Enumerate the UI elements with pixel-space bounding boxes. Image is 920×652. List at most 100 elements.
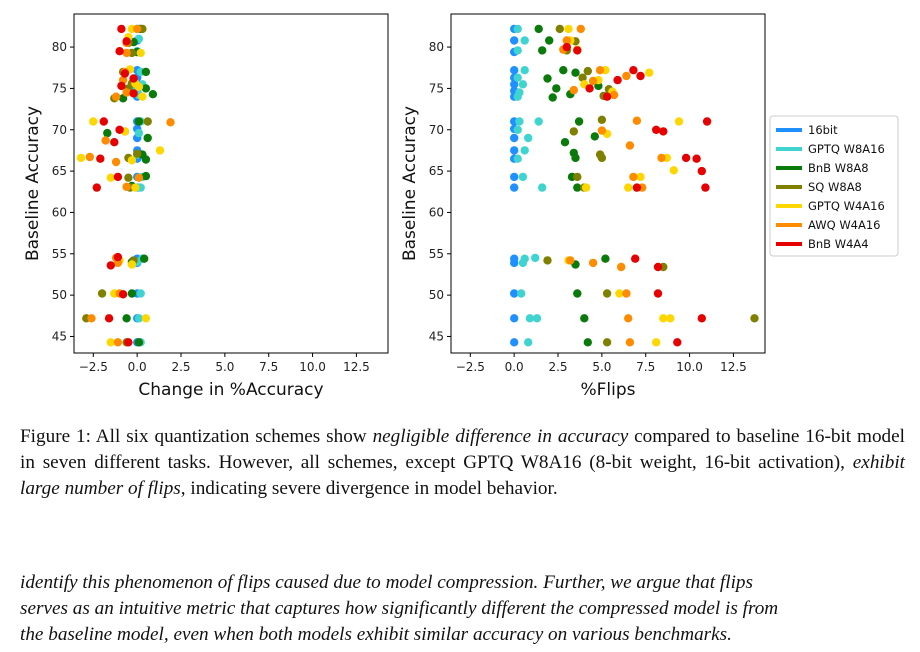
legend-label: AWQ W4A16 bbox=[808, 218, 881, 232]
data-point bbox=[510, 258, 519, 268]
data-point bbox=[122, 88, 131, 97]
y-tick-label: 55 bbox=[52, 247, 67, 261]
caption-emphasis-1: negligible difference in accuracy bbox=[372, 426, 629, 447]
series-bnb-w4a4 bbox=[562, 42, 712, 347]
data-point bbox=[518, 258, 528, 268]
data-point bbox=[594, 81, 603, 91]
series-awq-w4a16 bbox=[559, 24, 666, 347]
body-line-3: the baseline model, even when both model… bbox=[20, 624, 732, 645]
data-point bbox=[510, 80, 519, 89]
data-point bbox=[576, 24, 585, 34]
caption-label: Figure 1: bbox=[20, 426, 96, 447]
data-point bbox=[548, 93, 557, 102]
series-bnb-w8a8 bbox=[534, 24, 610, 347]
data-point bbox=[101, 136, 110, 145]
data-point bbox=[617, 262, 626, 272]
data-point bbox=[545, 36, 554, 45]
x-tick-label: −2.5 bbox=[456, 360, 485, 374]
y-tick-label: 80 bbox=[429, 40, 444, 54]
data-point bbox=[106, 173, 116, 182]
data-point bbox=[597, 126, 607, 135]
data-point bbox=[578, 73, 587, 82]
data-point bbox=[510, 314, 519, 323]
data-point bbox=[141, 171, 151, 181]
data-point bbox=[580, 314, 589, 323]
data-point bbox=[652, 338, 661, 347]
legend-label: GPTQ W8A16 bbox=[808, 142, 885, 156]
y-tick-label: 45 bbox=[429, 329, 444, 343]
data-point bbox=[622, 289, 631, 298]
y-tick-label: 70 bbox=[429, 123, 444, 137]
y-axis-label: Baseline Accuracy bbox=[400, 106, 420, 261]
data-point bbox=[531, 253, 540, 263]
data-point bbox=[624, 183, 633, 192]
y-axis-label: Baseline Accuracy bbox=[23, 106, 43, 261]
data-point bbox=[569, 127, 578, 136]
data-point bbox=[518, 172, 528, 182]
data-point bbox=[560, 138, 570, 147]
x-tick-label: 12.5 bbox=[720, 360, 747, 374]
data-point bbox=[131, 183, 140, 192]
caption-text-1: All six quantization schemes show bbox=[95, 426, 373, 447]
data-point bbox=[166, 118, 175, 127]
data-point bbox=[117, 81, 126, 91]
data-point bbox=[122, 48, 131, 58]
data-point bbox=[118, 290, 128, 299]
data-point bbox=[117, 24, 126, 34]
x-tick-label: 12.5 bbox=[343, 360, 370, 374]
data-point bbox=[566, 256, 575, 265]
data-point bbox=[103, 128, 112, 138]
data-point bbox=[681, 153, 691, 163]
data-point bbox=[133, 24, 142, 34]
data-point bbox=[574, 117, 584, 126]
data-point bbox=[569, 85, 578, 95]
data-point bbox=[562, 42, 571, 52]
y-tick-label: 65 bbox=[429, 164, 444, 178]
data-point bbox=[573, 46, 582, 55]
data-point bbox=[659, 127, 668, 136]
data-point bbox=[629, 172, 638, 182]
data-point bbox=[113, 338, 123, 347]
data-point bbox=[513, 92, 522, 101]
data-point bbox=[564, 24, 573, 34]
data-point bbox=[127, 260, 137, 269]
data-point bbox=[513, 154, 522, 163]
data-point bbox=[520, 66, 529, 75]
y-tick-label: 70 bbox=[52, 123, 67, 137]
data-point bbox=[625, 338, 635, 347]
x-tick-label: 5.0 bbox=[592, 360, 611, 374]
data-point bbox=[141, 314, 151, 323]
data-point bbox=[76, 153, 86, 163]
data-point bbox=[513, 24, 522, 34]
data-point bbox=[510, 172, 519, 182]
data-point bbox=[534, 24, 543, 34]
data-point bbox=[129, 74, 138, 83]
data-point bbox=[702, 117, 712, 126]
data-point bbox=[609, 90, 619, 100]
data-point bbox=[625, 141, 635, 150]
data-point bbox=[645, 68, 654, 77]
series-bnb-w4a4 bbox=[92, 24, 138, 347]
body-line-2: serves as an intuitive metric that captu… bbox=[20, 598, 779, 619]
data-point bbox=[615, 289, 624, 298]
data-point bbox=[631, 254, 640, 263]
y-tick-label: 50 bbox=[52, 288, 67, 302]
y-tick-label: 60 bbox=[52, 205, 67, 219]
data-point bbox=[113, 172, 123, 182]
data-point bbox=[87, 314, 96, 323]
data-point bbox=[122, 37, 131, 46]
data-point bbox=[110, 138, 119, 147]
body-line-1: identify this phenomenon of flips caused… bbox=[20, 572, 753, 593]
x-tick-label: 7.5 bbox=[259, 360, 278, 374]
data-point bbox=[134, 128, 144, 138]
data-point bbox=[111, 157, 121, 167]
legend-label: 16bit bbox=[808, 123, 838, 137]
x-tick-label: −2.5 bbox=[79, 360, 108, 374]
data-point bbox=[513, 73, 522, 82]
data-point bbox=[525, 314, 535, 323]
data-point bbox=[559, 66, 568, 75]
legend-label: GPTQ W4A16 bbox=[808, 199, 885, 213]
data-point bbox=[97, 289, 107, 298]
body-paragraph: identify this phenomenon of flips caused… bbox=[20, 570, 905, 648]
data-point bbox=[562, 36, 571, 45]
